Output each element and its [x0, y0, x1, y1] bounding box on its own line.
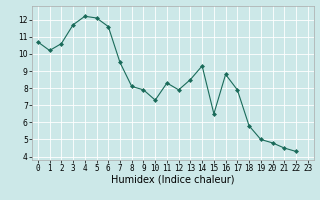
- X-axis label: Humidex (Indice chaleur): Humidex (Indice chaleur): [111, 175, 235, 185]
